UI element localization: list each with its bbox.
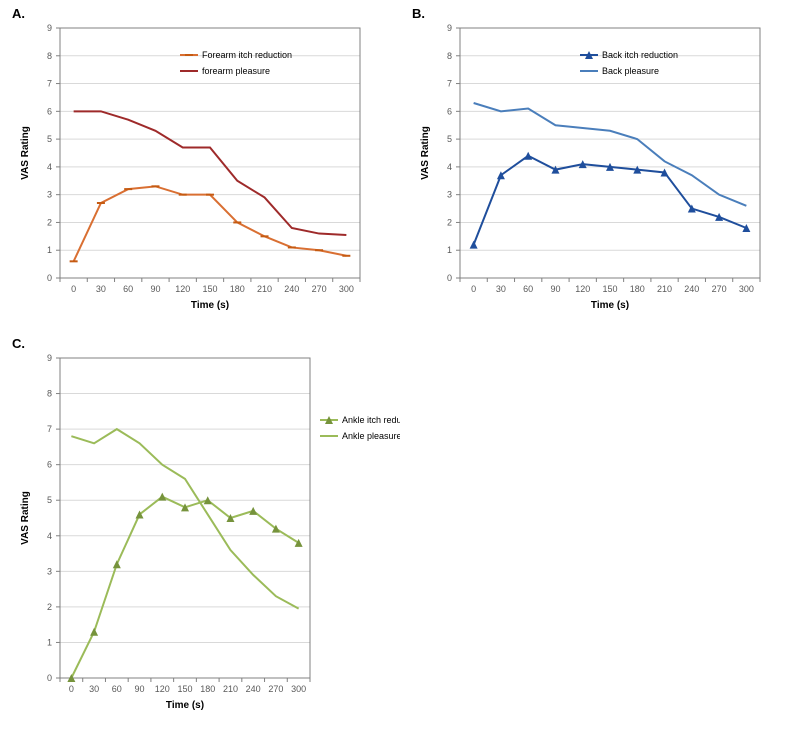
svg-text:Ankle pleasure: Ankle pleasure xyxy=(342,431,400,441)
svg-text:30: 30 xyxy=(89,684,99,694)
svg-text:300: 300 xyxy=(339,284,354,294)
svg-text:5: 5 xyxy=(47,134,52,144)
panel-label-a: A. xyxy=(12,6,25,21)
svg-text:210: 210 xyxy=(657,284,672,294)
svg-text:180: 180 xyxy=(230,284,245,294)
svg-text:8: 8 xyxy=(447,51,452,61)
svg-text:2: 2 xyxy=(447,217,452,227)
svg-text:4: 4 xyxy=(47,162,52,172)
svg-text:240: 240 xyxy=(284,284,299,294)
svg-text:6: 6 xyxy=(47,106,52,116)
svg-text:1: 1 xyxy=(47,245,52,255)
svg-text:Back itch reduction: Back itch reduction xyxy=(602,50,678,60)
svg-text:120: 120 xyxy=(175,284,190,294)
svg-text:7: 7 xyxy=(47,424,52,434)
svg-text:3: 3 xyxy=(47,190,52,200)
svg-text:240: 240 xyxy=(246,684,261,694)
svg-text:60: 60 xyxy=(123,284,133,294)
svg-text:4: 4 xyxy=(47,531,52,541)
svg-text:270: 270 xyxy=(712,284,727,294)
svg-text:6: 6 xyxy=(47,460,52,470)
svg-text:300: 300 xyxy=(291,684,306,694)
svg-text:120: 120 xyxy=(575,284,590,294)
panel-b: B. 0123456789030609012015018021024027030… xyxy=(400,0,800,330)
chart-b: 01234567890306090120150180210240270300Ti… xyxy=(400,0,800,330)
svg-text:210: 210 xyxy=(257,284,272,294)
chart-a: 01234567890306090120150180210240270300Ti… xyxy=(0,0,400,330)
svg-text:0: 0 xyxy=(471,284,476,294)
panel-c: C. 0123456789030609012015018021024027030… xyxy=(0,330,400,730)
svg-text:30: 30 xyxy=(96,284,106,294)
svg-text:Time (s): Time (s) xyxy=(166,700,204,711)
svg-text:7: 7 xyxy=(47,79,52,89)
svg-text:270: 270 xyxy=(268,684,283,694)
chart-c: 01234567890306090120150180210240270300Ti… xyxy=(0,330,400,730)
svg-text:4: 4 xyxy=(447,162,452,172)
svg-text:180: 180 xyxy=(200,684,215,694)
svg-text:5: 5 xyxy=(47,495,52,505)
svg-text:Time (s): Time (s) xyxy=(191,300,229,311)
svg-text:3: 3 xyxy=(447,190,452,200)
svg-text:30: 30 xyxy=(496,284,506,294)
svg-text:6: 6 xyxy=(447,106,452,116)
panel-label-c: C. xyxy=(12,336,25,351)
svg-text:3: 3 xyxy=(47,566,52,576)
svg-text:VAS Rating: VAS Rating xyxy=(20,491,31,545)
svg-text:1: 1 xyxy=(47,637,52,647)
panel-label-b: B. xyxy=(412,6,425,21)
svg-text:Forearm itch reduction: Forearm itch reduction xyxy=(202,50,292,60)
figure-grid: A. 0123456789030609012015018021024027030… xyxy=(0,0,800,730)
svg-text:VAS Rating: VAS Rating xyxy=(420,126,431,180)
svg-text:8: 8 xyxy=(47,389,52,399)
svg-text:9: 9 xyxy=(47,23,52,33)
svg-text:210: 210 xyxy=(223,684,238,694)
svg-text:90: 90 xyxy=(550,284,560,294)
svg-text:VAS Rating: VAS Rating xyxy=(20,126,31,180)
svg-text:60: 60 xyxy=(523,284,533,294)
svg-text:forearm pleasure: forearm pleasure xyxy=(202,66,270,76)
svg-text:2: 2 xyxy=(47,217,52,227)
svg-text:7: 7 xyxy=(447,79,452,89)
svg-text:240: 240 xyxy=(684,284,699,294)
svg-text:0: 0 xyxy=(69,684,74,694)
svg-text:9: 9 xyxy=(447,23,452,33)
svg-text:0: 0 xyxy=(47,273,52,283)
svg-text:5: 5 xyxy=(447,134,452,144)
svg-text:180: 180 xyxy=(630,284,645,294)
svg-text:1: 1 xyxy=(447,245,452,255)
svg-text:150: 150 xyxy=(177,684,192,694)
svg-text:90: 90 xyxy=(135,684,145,694)
svg-text:0: 0 xyxy=(447,273,452,283)
svg-text:8: 8 xyxy=(47,51,52,61)
svg-text:150: 150 xyxy=(602,284,617,294)
svg-text:Ankle itch reduction: Ankle itch reduction xyxy=(342,415,400,425)
svg-text:300: 300 xyxy=(739,284,754,294)
panel-a: A. 0123456789030609012015018021024027030… xyxy=(0,0,400,330)
svg-text:90: 90 xyxy=(150,284,160,294)
svg-text:0: 0 xyxy=(71,284,76,294)
svg-text:120: 120 xyxy=(155,684,170,694)
svg-text:150: 150 xyxy=(202,284,217,294)
svg-text:0: 0 xyxy=(47,673,52,683)
svg-text:270: 270 xyxy=(312,284,327,294)
svg-text:60: 60 xyxy=(112,684,122,694)
svg-text:2: 2 xyxy=(47,602,52,612)
panel-empty xyxy=(400,330,800,730)
svg-text:9: 9 xyxy=(47,353,52,363)
svg-text:Back pleasure: Back pleasure xyxy=(602,66,659,76)
svg-text:Time (s): Time (s) xyxy=(591,300,629,311)
